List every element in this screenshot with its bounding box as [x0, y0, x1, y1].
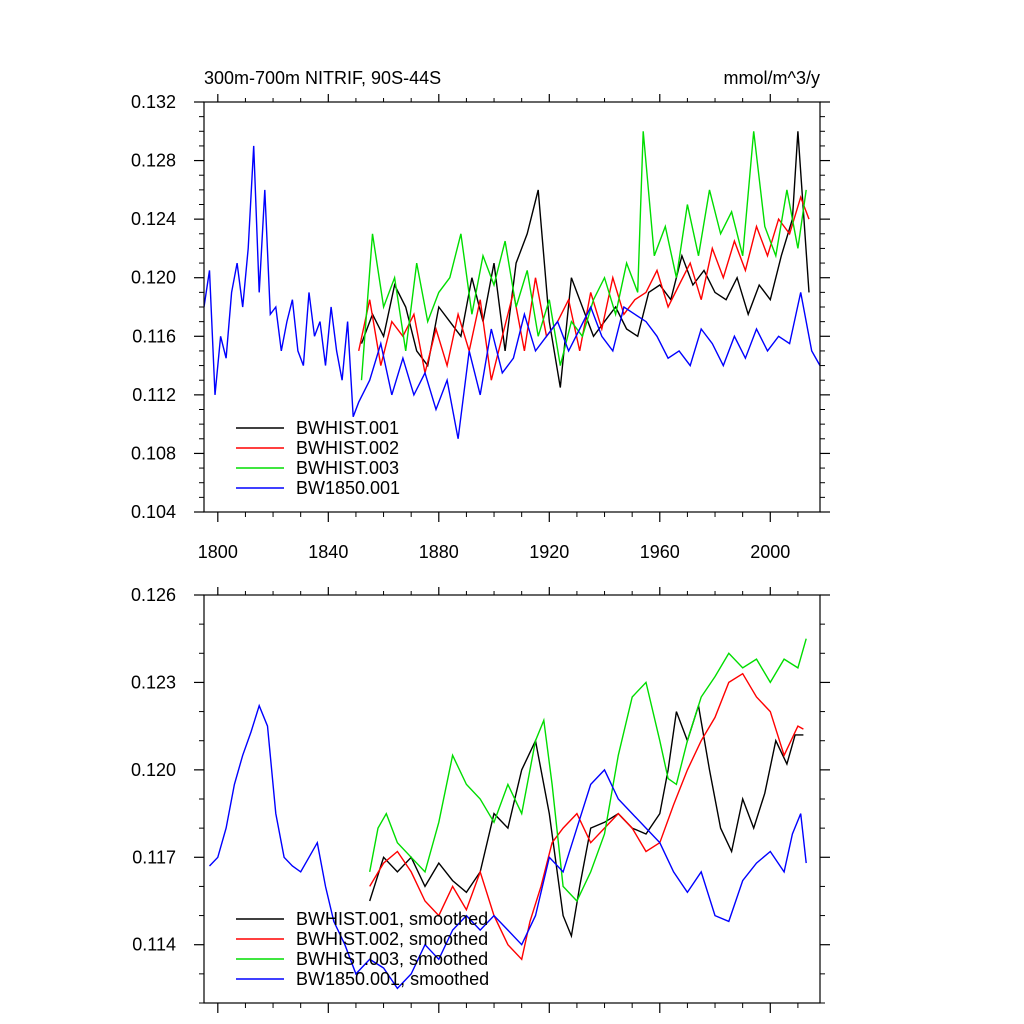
- top-y-tick-label: 0.112: [132, 385, 176, 405]
- bottom-y-tick-label: 0.114: [132, 935, 176, 955]
- top-series-line-4: [204, 145, 820, 439]
- top-y-tick-label: 0.120: [131, 268, 176, 288]
- bottom-series-line-3: [369, 638, 807, 903]
- top-legend-label: BW1850.001: [296, 478, 400, 498]
- top-x-tick-label: 1880: [419, 542, 459, 562]
- top-panel-axes: 1800 1840 1880 1920 1960 2000 0.104 0.108 0.112 0…: [131, 92, 830, 562]
- top-y-tick-label: 0.132: [131, 92, 176, 112]
- bottom-legend-label: BWHIST.002, smoothed: [296, 929, 488, 949]
- top-legend-label: BWHIST.003: [296, 458, 399, 478]
- bottom-y-tick-label: 0.117: [132, 847, 176, 867]
- top-y-tick-label: 0.124: [131, 209, 176, 229]
- top-y-tick-label: 0.128: [131, 151, 176, 171]
- top-series-line-2: [358, 195, 810, 381]
- bottom-legend-label: BWHIST.003, smoothed: [296, 949, 488, 969]
- top-x-tick-label: 2000: [750, 542, 790, 562]
- top-panel-lines: [204, 131, 820, 439]
- top-x-tick-label: 1840: [308, 542, 348, 562]
- top-y-tick-label: 0.116: [132, 326, 176, 346]
- top-series-line-1: [360, 131, 810, 388]
- bottom-series-line-1: [369, 705, 804, 939]
- bottom-panel-lines: [208, 638, 807, 990]
- bottom-y-tick-label: 0.120: [131, 760, 176, 780]
- top-panel-units: mmol/m^3/y: [724, 68, 820, 88]
- bottom-legend-label: BW1850.001, smoothed: [296, 969, 489, 989]
- bottom-legend-label: BWHIST.001, smoothed: [296, 909, 488, 929]
- bottom-y-tick-label: 0.123: [131, 672, 176, 692]
- top-legend-label: BWHIST.001: [296, 418, 399, 438]
- top-panel-title: 300m-700m NITRIF, 90S-44S: [204, 68, 441, 88]
- bottom-series-line-4: [208, 703, 807, 990]
- top-legend-label: BWHIST.002: [296, 438, 399, 458]
- bottom-panel-axes: 0.114 0.117 0.120 0.123 0.126: [131, 585, 830, 1013]
- top-x-tick-label: 1800: [198, 542, 238, 562]
- top-y-tick-label: 0.108: [131, 443, 176, 463]
- top-x-tick-label: 1960: [640, 542, 680, 562]
- top-panel: 300m-700m NITRIF, 90S-44S mmol/m^3/y 180…: [131, 68, 830, 562]
- top-series-line-3: [360, 131, 807, 381]
- top-y-tick-label: 0.104: [131, 502, 176, 522]
- bottom-series-line-2: [369, 672, 804, 961]
- bottom-panel: 0.114 0.117 0.120 0.123 0.126 BWHIST.001, sm…: [131, 585, 830, 1013]
- top-x-tick-label: 1920: [529, 542, 569, 562]
- bottom-y-tick-label: 0.126: [131, 585, 176, 605]
